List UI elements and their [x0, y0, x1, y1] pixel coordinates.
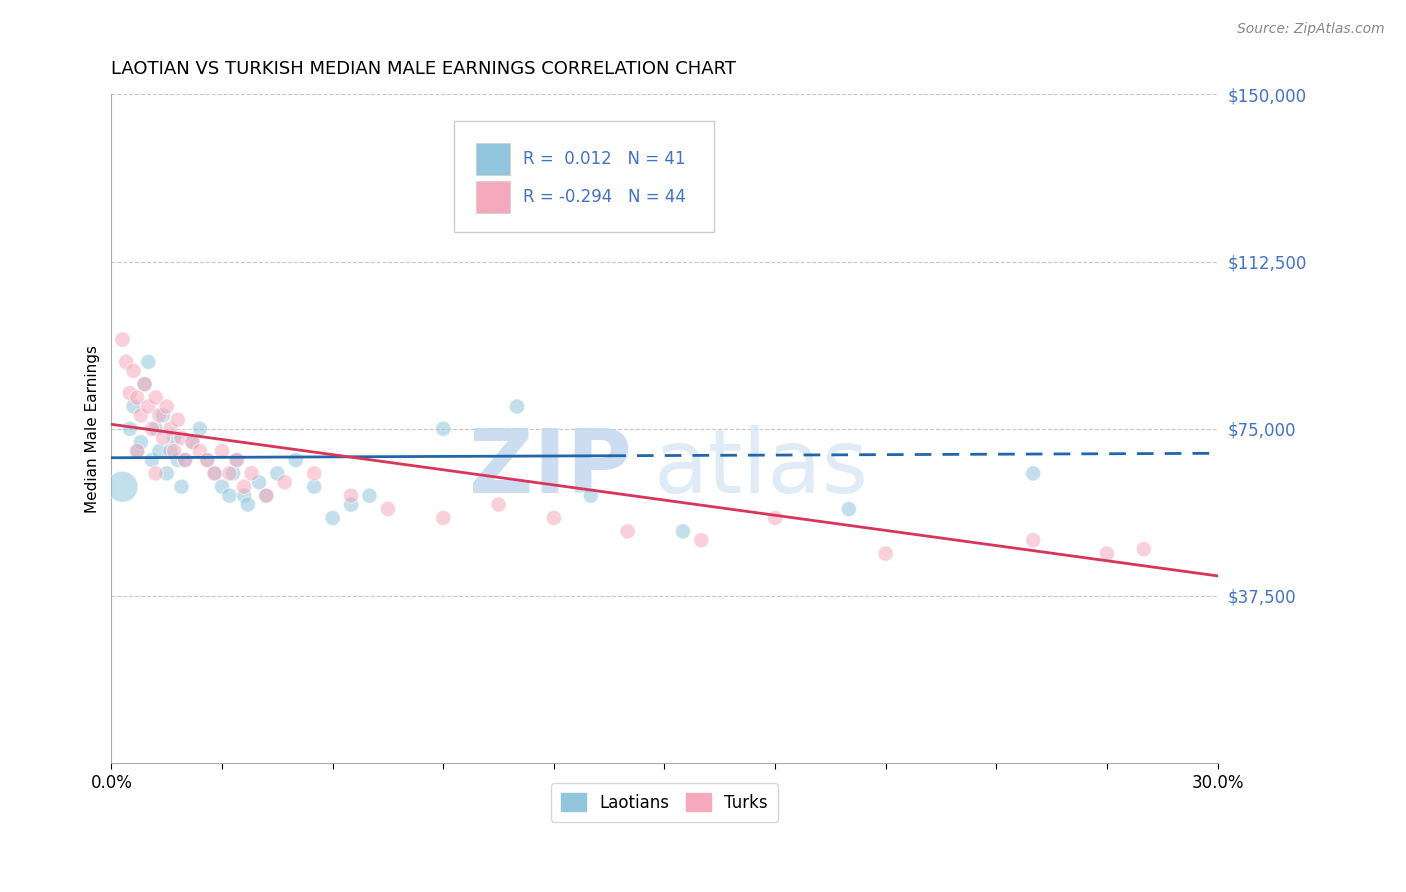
Point — [432, 511, 454, 525]
Point — [488, 498, 510, 512]
Point — [690, 533, 713, 548]
Point — [340, 489, 363, 503]
Point — [111, 333, 134, 347]
FancyBboxPatch shape — [454, 121, 714, 232]
Bar — [477, 181, 509, 213]
Bar — [477, 144, 509, 176]
Text: ZIP: ZIP — [468, 425, 631, 512]
Point — [127, 444, 149, 458]
Point — [127, 391, 149, 405]
Point — [266, 467, 288, 481]
Point — [129, 435, 152, 450]
Text: R = -0.294   N = 44: R = -0.294 N = 44 — [523, 187, 686, 206]
Point — [1022, 533, 1045, 548]
Point — [134, 377, 156, 392]
Text: atlas: atlas — [654, 425, 869, 512]
Point — [377, 502, 399, 516]
Point — [118, 422, 141, 436]
Point — [211, 444, 233, 458]
Point — [302, 467, 325, 481]
Point — [236, 498, 259, 512]
Point — [122, 400, 145, 414]
Point — [233, 480, 256, 494]
Point — [129, 409, 152, 423]
Point — [145, 391, 167, 405]
Point — [1095, 547, 1118, 561]
Point — [838, 502, 860, 516]
Text: LAOTIAN VS TURKISH MEDIAN MALE EARNINGS CORRELATION CHART: LAOTIAN VS TURKISH MEDIAN MALE EARNINGS … — [111, 60, 737, 78]
Point — [247, 475, 270, 490]
Point — [136, 400, 159, 414]
Point — [141, 422, 163, 436]
Point — [156, 467, 179, 481]
Point — [195, 453, 218, 467]
Point — [254, 489, 277, 503]
Point — [579, 489, 602, 503]
Point — [672, 524, 695, 539]
Point — [159, 422, 181, 436]
Point — [254, 489, 277, 503]
Y-axis label: Median Male Earnings: Median Male Earnings — [86, 345, 100, 513]
Point — [506, 400, 529, 414]
Point — [115, 355, 138, 369]
Point — [218, 467, 240, 481]
Point — [152, 409, 174, 423]
Point — [145, 422, 167, 436]
Point — [118, 386, 141, 401]
Point — [145, 467, 167, 481]
Point — [127, 444, 149, 458]
Point — [181, 435, 204, 450]
Point — [159, 444, 181, 458]
Point — [204, 467, 226, 481]
Point — [284, 453, 307, 467]
Point — [148, 409, 170, 423]
Point — [1133, 542, 1156, 557]
Point — [240, 467, 263, 481]
Point — [174, 453, 197, 467]
Point — [359, 489, 381, 503]
Point — [170, 480, 193, 494]
Point — [218, 489, 240, 503]
Point — [163, 431, 186, 445]
Point — [152, 431, 174, 445]
Legend: Laotians, Turks: Laotians, Turks — [551, 783, 778, 822]
Point — [763, 511, 786, 525]
Point — [166, 453, 188, 467]
Point — [163, 444, 186, 458]
Point — [432, 422, 454, 436]
Point — [1022, 467, 1045, 481]
Point — [225, 453, 247, 467]
Point — [302, 480, 325, 494]
Point — [136, 355, 159, 369]
Point — [211, 480, 233, 494]
Point — [204, 467, 226, 481]
Point — [148, 444, 170, 458]
Point — [188, 422, 211, 436]
Point — [233, 489, 256, 503]
Point — [195, 453, 218, 467]
Point — [122, 364, 145, 378]
Point — [875, 547, 897, 561]
Point — [181, 435, 204, 450]
Point — [340, 498, 363, 512]
Text: R =  0.012   N = 41: R = 0.012 N = 41 — [523, 150, 685, 169]
Point — [111, 480, 134, 494]
Point — [225, 453, 247, 467]
Point — [174, 453, 197, 467]
Point — [222, 467, 245, 481]
Point — [188, 444, 211, 458]
Point — [616, 524, 638, 539]
Point — [141, 453, 163, 467]
Point — [134, 377, 156, 392]
Point — [166, 413, 188, 427]
Point — [322, 511, 344, 525]
Point — [273, 475, 295, 490]
Point — [170, 431, 193, 445]
Point — [156, 400, 179, 414]
Text: Source: ZipAtlas.com: Source: ZipAtlas.com — [1237, 22, 1385, 37]
Point — [543, 511, 565, 525]
